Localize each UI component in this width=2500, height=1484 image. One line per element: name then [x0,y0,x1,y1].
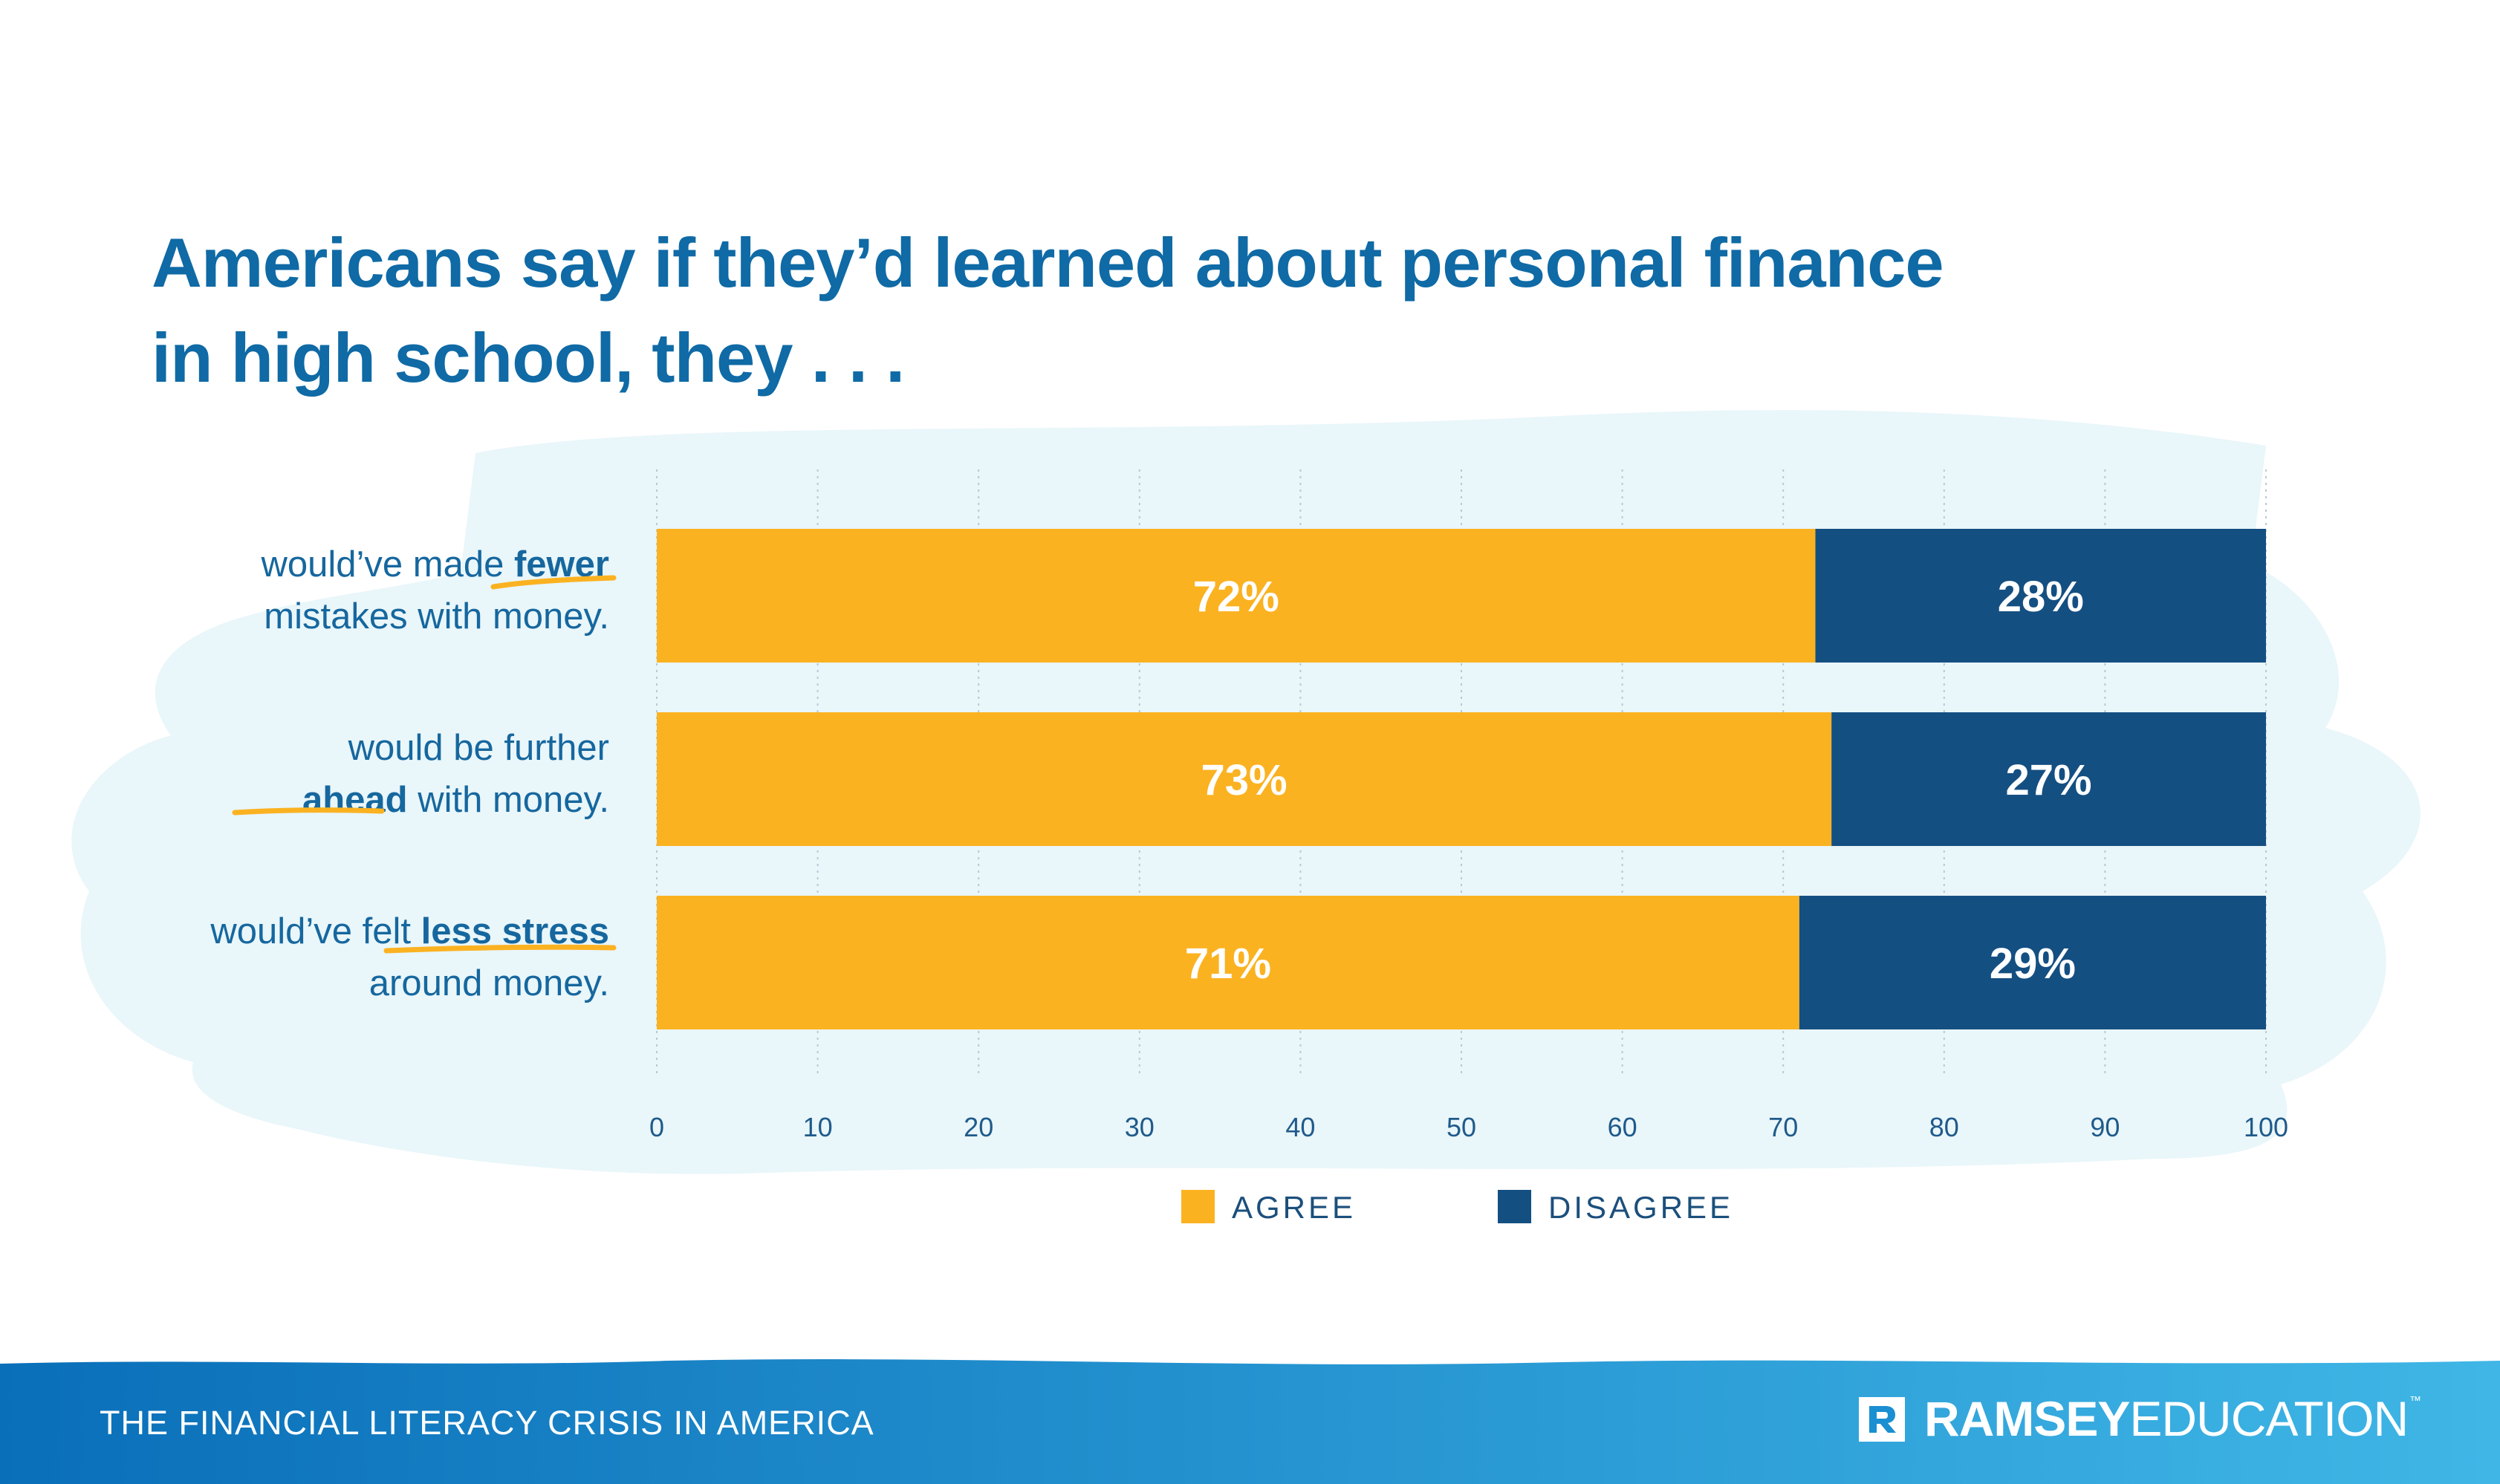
bar-agree-1 [657,529,1816,663]
label-text: around money. [369,963,609,1003]
legend-label-disagree: DISAGREE [1548,1190,1733,1225]
ramsey-logo-icon [1859,1397,1905,1442]
highlight-underline [490,575,617,590]
x-tick-label: 60 [1608,1112,1637,1142]
data-label: 71% [1185,940,1271,988]
label-text: would’ve made [261,544,514,585]
category-label-line: would’ve made fewer [261,544,609,585]
x-tick-label: 50 [1447,1112,1476,1142]
x-tick-label: 40 [1285,1112,1315,1142]
data-label: 27% [2006,756,2092,804]
highlight-underline [232,807,385,816]
bar-disagree-2 [1831,712,2266,846]
x-tick-label: 30 [1125,1112,1155,1142]
bar-agree-3 [657,896,1799,1029]
title-line-2: in high school, they . . . [152,319,905,397]
x-axis-ticks: 0 10 20 30 40 50 60 70 80 90 100 [649,1112,2288,1142]
x-tick-label: 80 [1929,1112,1959,1142]
bars: 72% 28% 73% 27% 71% 29% [657,529,2266,1029]
chart-title: Americans say if they’d learned about pe… [152,215,2306,406]
legend-swatch-disagree [1498,1190,1531,1223]
data-label: 28% [1998,573,2084,621]
logo-word-education: EDUCATION [2129,1391,2409,1446]
label-text: mistakes with money. [264,596,609,637]
legend-label-agree: AGREE [1232,1190,1356,1225]
x-tick-label: 10 [803,1112,833,1142]
category-label-line: around money. [369,963,609,1003]
ramsey-education-logo: RAMSEY EDUCATION ™ [1853,1389,2421,1448]
logo-trademark: ™ [2409,1395,2422,1407]
x-tick-label: 100 [2244,1112,2288,1142]
footer-caption: THE FINANCIAL LITERACY CRISIS IN AMERICA [100,1404,874,1442]
x-tick-label: 70 [1768,1112,1798,1142]
data-label: 73% [1201,756,1288,804]
label-text: would’ve felt [210,911,421,951]
data-label: 72% [1193,573,1279,621]
title-line-1: Americans say if they’d learned about pe… [152,224,1944,302]
logo-word-ramsey: RAMSEY [1924,1391,2130,1446]
bar-disagree-3 [1799,896,2266,1029]
bar-agree-2 [657,712,1832,846]
x-tick-label: 20 [964,1112,993,1142]
footer-band [0,1359,2500,1484]
bar-disagree-1 [1815,529,2266,663]
category-label-line: mistakes with money. [264,596,609,637]
category-label-line: would be further [348,728,609,768]
x-tick-label: 90 [2090,1112,2120,1142]
highlighted-word: ahead [302,780,408,820]
category-labels: would’ve made fewer mistakes with money. w… [210,544,617,1003]
label-text: with money. [408,780,609,820]
legend-swatch-agree [1181,1190,1215,1223]
x-tick-label: 0 [649,1112,664,1142]
category-label-line: would’ve felt less stress [210,911,609,951]
legend: AGREE DISAGREE [1181,1190,1733,1225]
highlight-underline [383,944,617,954]
data-label: 29% [1990,940,2076,988]
category-label-line: ahead with money. [302,780,609,820]
label-text: would be further [348,728,609,768]
